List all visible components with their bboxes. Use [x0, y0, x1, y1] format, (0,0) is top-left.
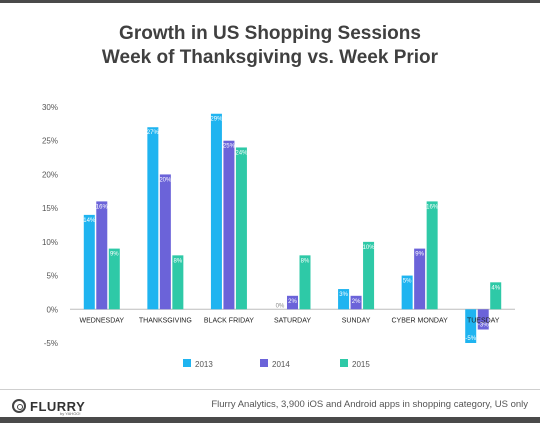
- data-label: -5%: [465, 336, 476, 342]
- bar-2015: [426, 201, 438, 310]
- data-label: 4%: [491, 285, 500, 291]
- y-tick-label: 10%: [42, 238, 58, 247]
- bar-2015: [172, 255, 184, 310]
- data-label: -3%: [478, 323, 489, 329]
- legend-label-2015: 2015: [352, 360, 370, 369]
- x-category-label: SUNDAY: [342, 317, 371, 324]
- y-tick-label: -5%: [44, 339, 58, 348]
- x-category-label: BLACK FRIDAY: [204, 317, 254, 324]
- flurry-logo-subtext: by YAHOO!: [60, 411, 81, 416]
- bar-2014: [477, 309, 489, 330]
- y-tick-label: 5%: [46, 272, 58, 281]
- data-label: 2%: [288, 299, 297, 305]
- bar-2013: [465, 309, 477, 343]
- bar-2013: [401, 275, 413, 310]
- chart-title: Growth in US Shopping Sessions Week of T…: [0, 22, 540, 70]
- legend-label-2014: 2014: [272, 360, 290, 369]
- data-label: 24%: [235, 150, 248, 156]
- data-label: 10%: [363, 245, 376, 251]
- bar-2013: [338, 289, 350, 310]
- data-label: 9%: [415, 252, 424, 258]
- bar-2015: [235, 147, 247, 310]
- data-label: 9%: [110, 252, 119, 258]
- bar-2014: [350, 295, 362, 310]
- y-tick-label: 25%: [42, 137, 58, 146]
- data-label: 16%: [426, 204, 439, 210]
- data-label: 8%: [174, 258, 183, 264]
- bar-2014: [414, 248, 426, 310]
- data-label: 25%: [223, 144, 236, 150]
- bar-2014: [287, 295, 298, 310]
- legend-label-2013: 2013: [195, 360, 213, 369]
- bar-2014: [159, 174, 171, 310]
- bar-2015: [108, 248, 120, 310]
- bar-2013: [210, 113, 222, 310]
- data-label: 14%: [83, 218, 96, 224]
- x-category-label: WEDNESDAY: [79, 317, 124, 324]
- bar-chart: 30% 25% 20% 15% 10% 5% 0% -5% 14% 16% 9% WEDNESDAY 2…: [42, 103, 515, 369]
- top-border: [0, 0, 540, 3]
- source-note: Flurry Analytics, 3,900 iOS and Android …: [211, 399, 528, 410]
- flurry-logo: FLURRY by YAHOO!: [12, 397, 86, 416]
- bar-2013: [83, 214, 95, 310]
- x-category-label: SATURDAY: [274, 317, 311, 324]
- chart-title-line-2: Week of Thanksgiving vs. Week Prior: [101, 47, 439, 68]
- flurry-logo-icon: [12, 399, 26, 413]
- bar-2014: [223, 140, 235, 310]
- y-tick-label: 20%: [42, 170, 58, 179]
- flurry-logo-text: FLURRY: [30, 398, 86, 414]
- chart-title-line-1: Growth in US Shopping Sessions: [119, 23, 421, 44]
- data-label: 0%: [276, 303, 285, 309]
- data-label: 20%: [159, 177, 172, 183]
- data-label: 16%: [96, 204, 109, 210]
- data-label: 5%: [403, 279, 412, 285]
- bar-2015: [490, 282, 502, 310]
- bar-2014: [96, 201, 108, 310]
- data-label: 3%: [339, 292, 348, 298]
- bar-2015: [299, 255, 311, 310]
- legend-swatch-2014: [260, 359, 268, 367]
- bar-2015: [363, 241, 375, 310]
- legend-swatch-2015: [340, 359, 348, 367]
- data-label: 29%: [210, 117, 223, 123]
- y-tick-label: 30%: [42, 103, 58, 112]
- y-tick-label: 0%: [46, 305, 58, 314]
- x-category-label: CYBER MONDAY: [392, 317, 449, 324]
- x-category-label: THANKSGIVING: [139, 317, 192, 324]
- legend-swatch-2013: [183, 359, 191, 367]
- footer-divider: [0, 389, 540, 390]
- bar-2013: [147, 127, 159, 310]
- data-label: 27%: [147, 130, 160, 136]
- data-label: 8%: [301, 258, 310, 264]
- data-label: 2%: [352, 299, 361, 305]
- y-tick-label: 15%: [42, 204, 58, 213]
- x-category-label: TUESDAY: [467, 317, 500, 324]
- bottom-border: [0, 417, 540, 423]
